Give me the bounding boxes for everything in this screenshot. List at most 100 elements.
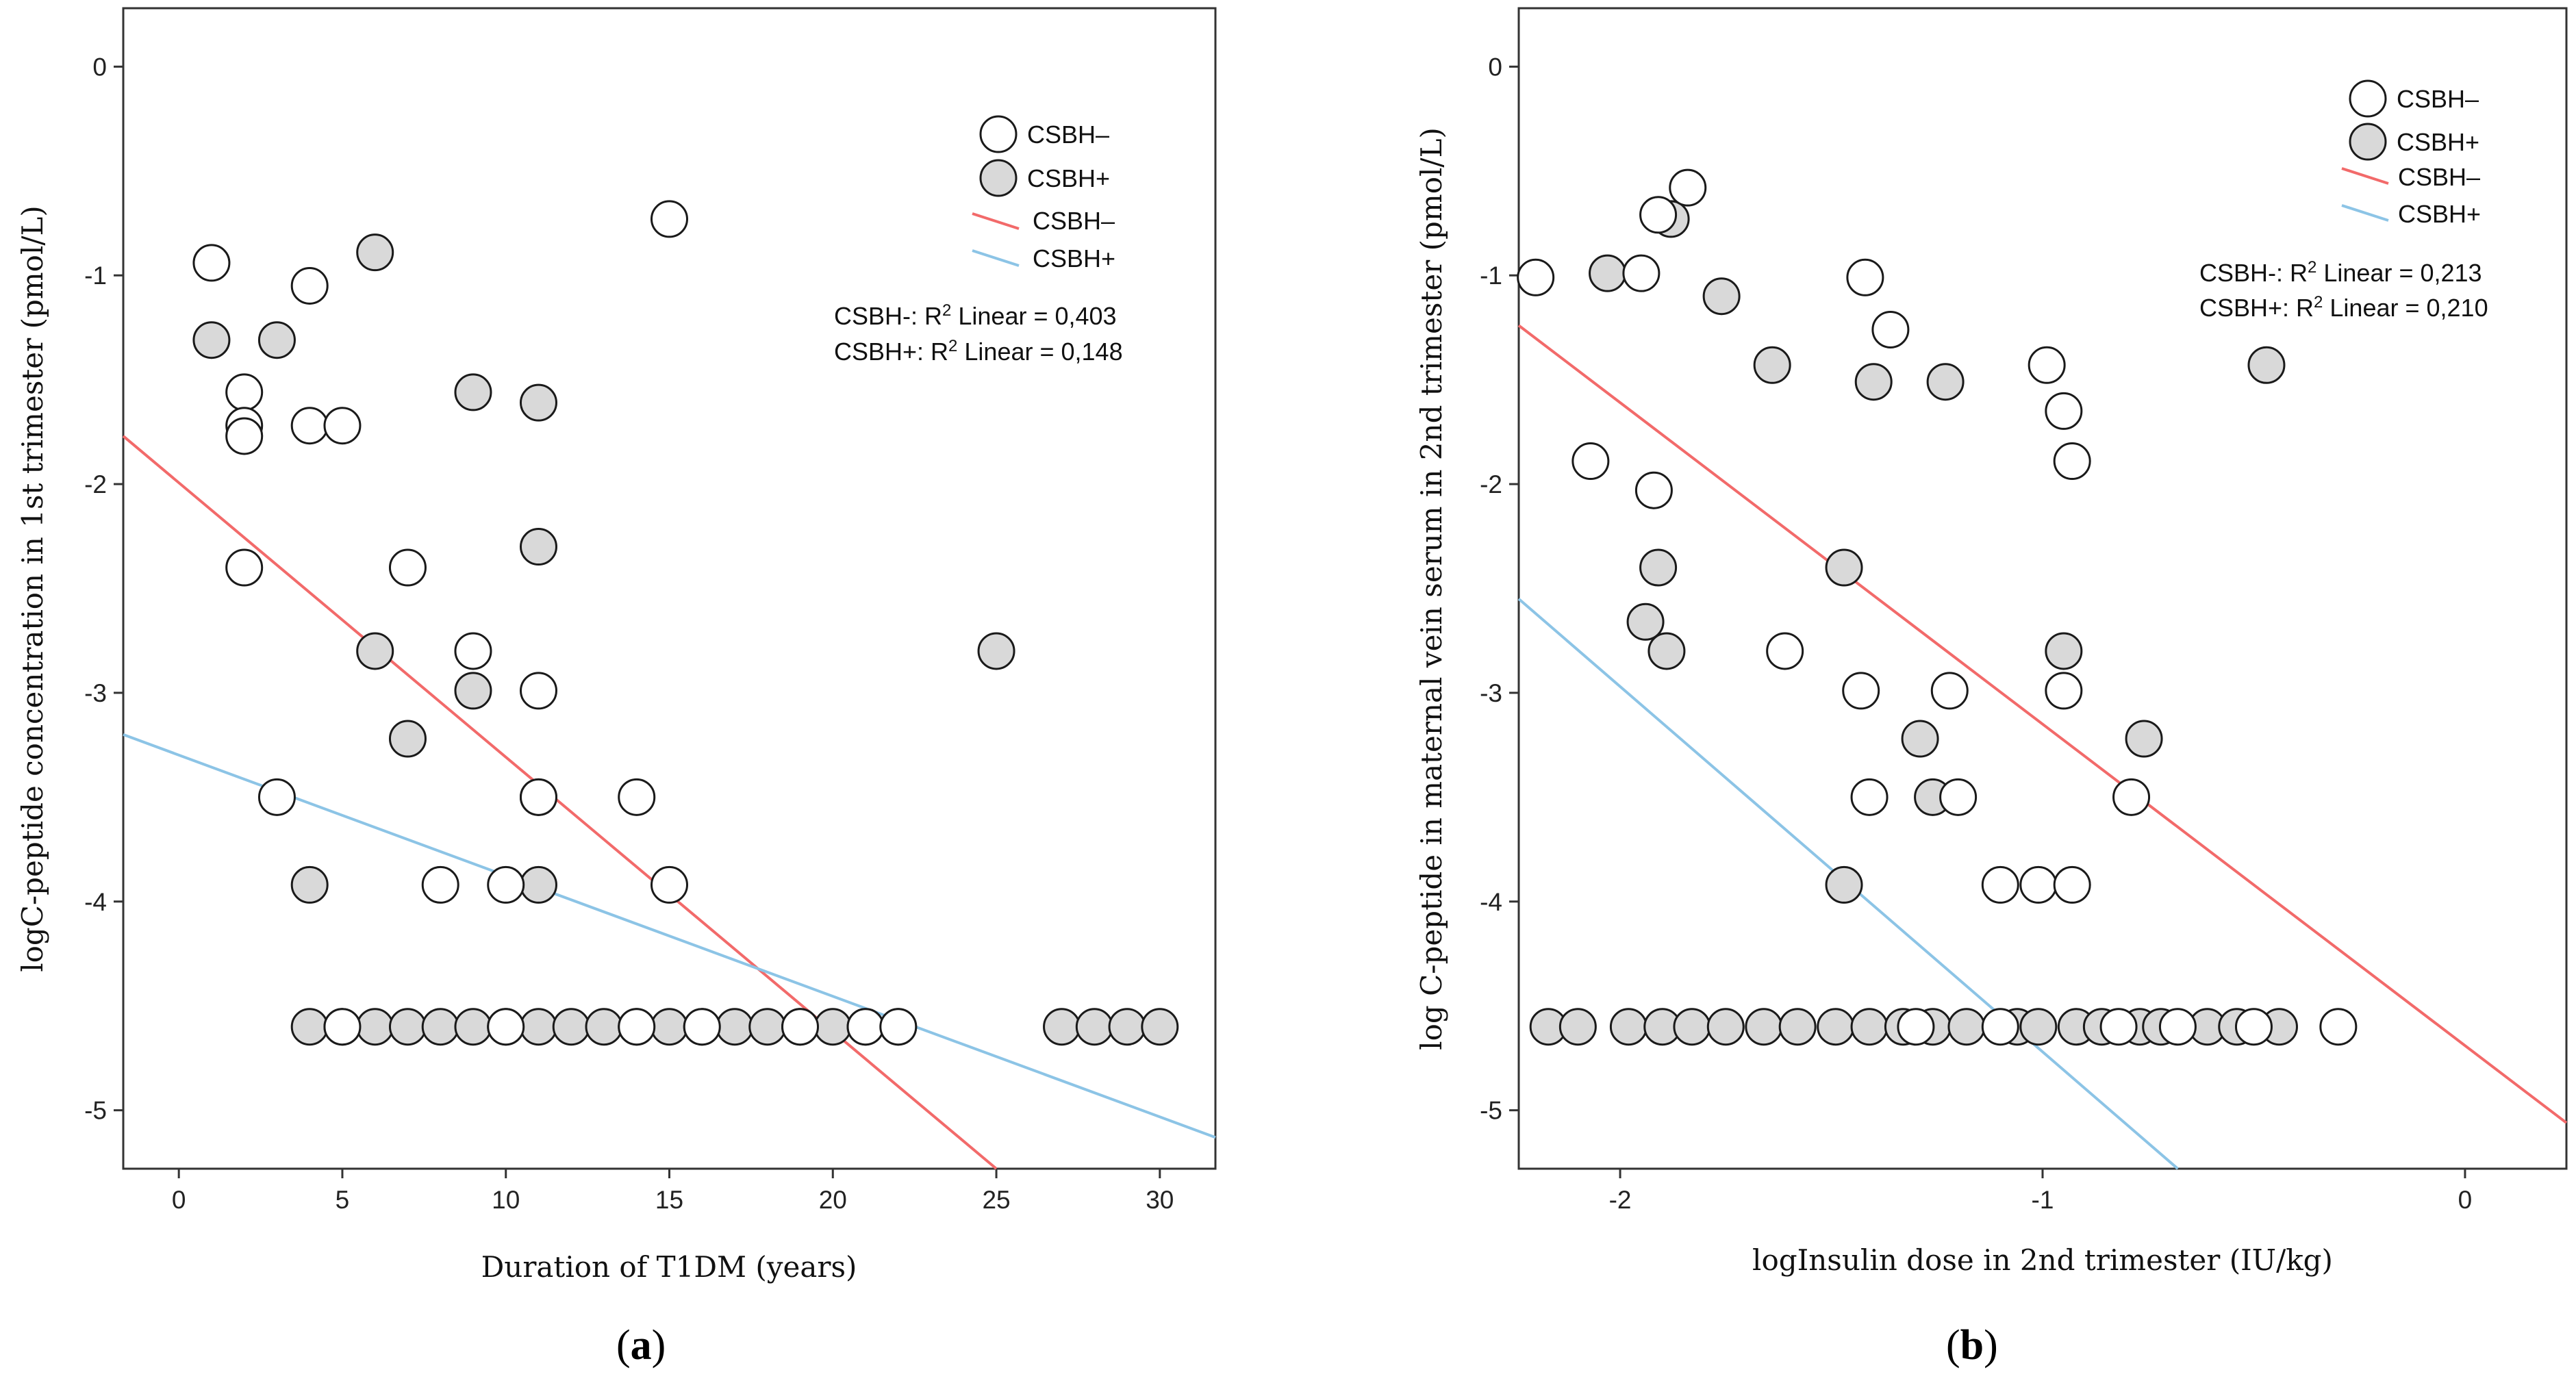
panel-b-legend-label-pos-line: CSBH+ <box>2398 200 2481 228</box>
panel-a-point-neg <box>388 548 427 587</box>
panel-b-legend-label-pos-marker: CSBH+ <box>2397 128 2479 156</box>
panel-b-point-pos <box>1639 548 1678 587</box>
panel-b-point-pos <box>1817 1008 1855 1046</box>
panel-a-point-pos <box>519 528 557 566</box>
panel-b-r2-neg: CSBH-: R2 Linear = 0,213 <box>2199 258 2482 288</box>
panel-b-y-axis-title: log C-peptide in maternal vein serum in … <box>1415 127 1448 1050</box>
panel-a-legend-label-neg-marker: CSBH– <box>1027 120 1109 149</box>
panel-a-x-tick-label: 20 <box>819 1186 847 1214</box>
panel-a-r2-pos: CSBH+: R2 Linear = 0,148 <box>834 337 1123 366</box>
panel-a-point-neg <box>487 865 525 904</box>
panel-b-y-tick-label: -4 <box>1480 888 1502 916</box>
panel-b-y-tick-label: -1 <box>1480 262 1502 290</box>
panel-a-point-neg <box>323 1008 362 1046</box>
panel-a-y-tick-label: -1 <box>84 262 107 290</box>
panel-a-y-axis: 0 -1 -2 -3 -4 -5 <box>84 53 123 1125</box>
panel-b-point-neg <box>1842 672 1880 710</box>
panel-b-point-pos <box>1825 865 1863 904</box>
panel-a-point-neg <box>454 632 492 670</box>
panel-a-point-pos <box>454 1008 492 1046</box>
panel-b-legend-line-neg <box>2341 167 2389 185</box>
panel-a-point-pos <box>356 233 394 272</box>
panel-a-legend-label-pos-line: CSBH+ <box>1033 244 1115 272</box>
panel-b-point-pos <box>1673 1008 1711 1046</box>
panel-b-point-pos <box>1947 1008 1986 1046</box>
panel-b-point-neg <box>1766 632 1804 670</box>
panel-a-point-pos <box>356 1008 394 1046</box>
panel-b-point-neg <box>1634 471 1673 509</box>
panel-a-point-pos <box>454 373 492 411</box>
panel-a-point-neg <box>781 1008 820 1046</box>
panel-b-y-axis: 0 -1 -2 -3 -4 -5 <box>1480 53 1519 1125</box>
panel-b-point-neg <box>1517 258 1555 296</box>
panel-a-point-neg <box>487 1008 525 1046</box>
panel-b-y-tick-label: -5 <box>1480 1097 1502 1125</box>
panel-b-point-neg <box>2158 1008 2197 1046</box>
panel-a-y-axis-title: logC-peptide concentration in 1st trimes… <box>16 205 49 972</box>
panel-a-point-neg <box>683 1008 721 1046</box>
panel-a-point-neg <box>651 200 688 238</box>
panel-b-point-pos <box>1558 1008 1597 1046</box>
panel-a-point-neg <box>618 1008 656 1046</box>
panel-b-scatter-chart: 0 -1 -2 -3 -4 -5 -2 -1 0 log C-peptide in mater… <box>1415 7 2568 1369</box>
panel-a-y-tick-label: -3 <box>84 679 107 707</box>
panel-b-x-tick-label: -2 <box>1609 1186 1632 1214</box>
panel-a-fit-line-neg <box>122 435 998 1170</box>
panel-b-point-pos <box>1926 363 1965 401</box>
panel-a-point-pos <box>257 321 296 359</box>
panel-a-point-pos <box>519 1008 557 1046</box>
panel-b-point-neg <box>1897 1008 1935 1046</box>
panel-b-point-neg <box>2019 865 2058 904</box>
panel-a-point-pos <box>388 1008 427 1046</box>
panel-b-point-neg <box>2028 346 2066 384</box>
panel-a-point-pos <box>1043 1008 1081 1046</box>
panel-a-point-neg <box>192 244 231 282</box>
panel-b-point-pos <box>1626 602 1665 641</box>
panel-a-point-neg <box>519 778 557 816</box>
panel-a-scatter-chart: 0 -1 -2 -3 -4 -5 0 5 10 15 20 25 30 logC-peptide co… <box>16 7 1217 1369</box>
panel-a-point-pos <box>388 720 427 758</box>
panel-b-point-neg <box>2099 1008 2138 1046</box>
panel-b-point-neg <box>2053 865 2091 904</box>
panel-b-point-neg <box>2045 392 2083 430</box>
panel-b-point-neg <box>1850 778 1889 816</box>
panel-a-points <box>192 200 1179 1046</box>
panel-b-legend-label-neg-line: CSBH– <box>2398 163 2480 191</box>
panel-a-point-neg <box>225 373 264 411</box>
panel-a-y-tick-label: -4 <box>84 888 107 916</box>
panel-b-y-tick-label: 0 <box>1488 53 1502 81</box>
panel-a-x-tick-label: 0 <box>172 1186 186 1214</box>
panel-b-point-pos <box>1647 632 1686 670</box>
panel-b-point-neg <box>1639 196 1678 234</box>
panel-a-point-neg <box>519 672 557 710</box>
panel-b-point-neg <box>2112 778 2151 816</box>
panel-b-point-neg <box>1846 258 1884 296</box>
panel-a-x-axis-title: Duration of T1DM (years) <box>481 1250 857 1284</box>
panel-b-point-pos <box>1901 720 1939 758</box>
panel-a-x-tick-label: 25 <box>982 1186 1010 1214</box>
panel-a-point-neg <box>879 1008 918 1046</box>
panel-b-y-tick-label: -2 <box>1480 470 1502 498</box>
panel-b-legend-marker-pos <box>2349 123 2387 161</box>
panel-a-fit-lines <box>122 435 1216 1170</box>
panel-b-point-pos <box>1825 548 1863 587</box>
panel-a-point-neg <box>618 778 656 816</box>
panel-a-fit-line-pos <box>123 733 1216 1139</box>
panel-b-point-neg <box>2234 1008 2273 1046</box>
panel-a-legend-label-neg-line: CSBH– <box>1033 207 1115 235</box>
panel-b-point-neg <box>2045 672 2083 710</box>
panel-b-point-neg <box>1981 865 2019 904</box>
panel-b-point-pos <box>1609 1008 1647 1046</box>
panel-a-legend-line-pos <box>972 249 1020 267</box>
panel-b-x-tick-label: 0 <box>2458 1186 2473 1214</box>
panel-b-label: (b) <box>1946 1322 1998 1369</box>
panel-a-point-pos <box>192 321 231 359</box>
panel-b-legend-marker-neg <box>2349 79 2387 118</box>
panel-a-legend-marker-neg <box>979 115 1018 153</box>
panel-b-point-neg <box>1981 1008 2019 1046</box>
panel-a-x-tick-label: 10 <box>492 1186 520 1214</box>
panel-a-y-tick-label: 0 <box>92 53 107 81</box>
panel-b-point-neg <box>1669 168 1707 207</box>
panel-b-point-neg <box>1571 442 1610 481</box>
